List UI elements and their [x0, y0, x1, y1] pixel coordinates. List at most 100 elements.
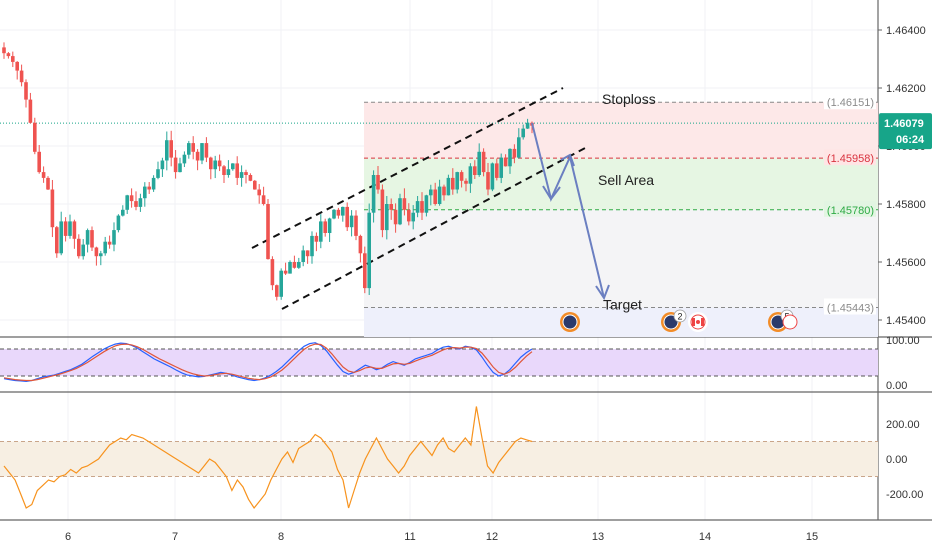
candle-body: [231, 163, 235, 170]
candle-body: [121, 209, 125, 216]
candle-body: [367, 212, 371, 289]
projection-path: [531, 122, 605, 299]
stoploss-zone: [364, 102, 878, 159]
candle-body: [213, 160, 217, 170]
events-layer: 25: [560, 309, 798, 332]
candle-body: [402, 198, 407, 210]
candle-body: [112, 230, 116, 245]
candle-body: [473, 166, 477, 175]
channel-layer: [251, 87, 588, 310]
candle-body: [94, 247, 99, 257]
candle-body: [59, 221, 63, 254]
stochastic-tick-label: 0.00: [886, 380, 907, 392]
event-badge[interactable]: [560, 312, 580, 332]
candle-body: [195, 151, 200, 161]
candle-body: [415, 201, 420, 213]
candle-body: [85, 230, 90, 245]
candle-body: [499, 157, 503, 178]
level-value-bg: [824, 149, 876, 166]
countdown-value: 06:24: [896, 134, 925, 146]
candle-body: [525, 122, 530, 129]
candle-body: [393, 209, 398, 225]
candle-body: [459, 172, 464, 181]
cci-tick-label: 0.00: [886, 454, 907, 466]
channel-upper-line: [251, 87, 564, 249]
candle-body: [380, 189, 385, 231]
candle-body: [244, 172, 248, 175]
candle-body: [116, 215, 121, 231]
candle-body: [248, 175, 253, 181]
cci-band: [0, 441, 878, 477]
candle-body: [288, 262, 292, 274]
event-badge[interactable]: [688, 312, 708, 332]
candle-body: [411, 212, 415, 222]
candle-body: [508, 148, 512, 167]
candle-body: [433, 189, 437, 204]
time-axis[interactable]: 6 7 8 11 12 13 14 15: [65, 531, 818, 543]
event-badge[interactable]: 2: [661, 309, 687, 332]
candle-body: [266, 204, 270, 260]
candle-body: [385, 204, 389, 231]
stochastic-tick-label: 100.00: [886, 335, 920, 347]
zones-layer: [0, 101, 878, 337]
event-badge-flag[interactable]: [782, 314, 798, 330]
candle-body: [129, 195, 134, 202]
candle-body: [301, 250, 305, 262]
candle-body: [2, 47, 6, 54]
candle-body: [72, 221, 77, 239]
candle-body: [90, 230, 94, 248]
candle-body: [464, 180, 468, 184]
candle-body: [173, 157, 178, 173]
candle-body: [77, 238, 81, 257]
level-value: (1.45780): [827, 205, 874, 217]
candle-body: [437, 186, 442, 204]
last-price-value: 1.46079: [884, 118, 924, 130]
arrowhead-target: [595, 284, 610, 301]
candle-body: [239, 172, 244, 178]
cci-line: [3, 406, 533, 510]
candle-body: [107, 241, 112, 245]
candle-body: [222, 166, 226, 175]
candle-body: [55, 227, 59, 254]
candle-body: [50, 189, 55, 228]
cci-tick-label: 200.00: [886, 419, 920, 431]
candle-body: [37, 151, 41, 173]
level-value: (1.45443): [827, 303, 874, 315]
candle-body: [156, 169, 160, 178]
candle-body: [420, 201, 424, 213]
canada-flag-icon: [782, 314, 798, 330]
candle-body: [226, 169, 231, 175]
candle-body: [332, 209, 336, 219]
us-flag-icon: [562, 314, 578, 330]
candle-body: [11, 56, 15, 62]
candle-body: [363, 253, 367, 289]
cci-tick-label: -200.00: [886, 489, 923, 501]
candle-body: [398, 198, 402, 225]
candle-body: [314, 235, 319, 242]
candle-body: [257, 189, 261, 196]
candle-body: [261, 195, 266, 204]
candle-body: [521, 128, 525, 138]
candle-body: [99, 253, 103, 257]
candle-body: [389, 204, 393, 210]
candle-body: [275, 285, 279, 297]
stochastic-band: [0, 349, 878, 376]
candle-body: [323, 221, 327, 233]
candle-body: [41, 172, 46, 178]
price-axis[interactable]: 1.464001.462001.460001.458001.456001.454…: [878, 25, 932, 501]
overlay-label: Sell Area: [598, 172, 654, 188]
time-tick-label: 13: [592, 531, 604, 543]
candle-body: [15, 61, 19, 71]
candle-body: [495, 163, 499, 178]
candle-body: [165, 140, 169, 161]
candle-body: [358, 235, 363, 254]
candle-body: [169, 140, 173, 158]
time-tick-label: 15: [806, 531, 818, 543]
time-tick-label: 11: [404, 531, 415, 543]
candle-body: [490, 163, 495, 190]
candle-body: [182, 154, 187, 164]
candle-body: [178, 163, 182, 173]
candle-body: [424, 195, 429, 213]
